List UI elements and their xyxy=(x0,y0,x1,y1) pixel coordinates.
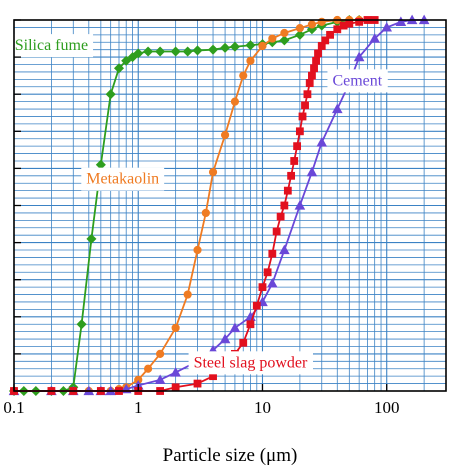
data-point xyxy=(298,112,307,121)
data-point xyxy=(294,200,306,210)
data-point xyxy=(276,212,285,221)
data-point xyxy=(263,268,272,277)
data-point xyxy=(353,51,365,62)
series-label-steel-slag-powder: Steel slag powder xyxy=(194,354,308,371)
series-label-group-metakaolin: Metakaolin xyxy=(81,167,165,191)
data-point xyxy=(369,33,380,43)
data-point xyxy=(268,249,277,258)
data-point xyxy=(105,89,116,100)
data-point xyxy=(316,137,328,147)
data-point xyxy=(272,227,281,236)
data-point xyxy=(201,208,210,218)
x-tick-label: 100 xyxy=(374,398,400,417)
data-point xyxy=(245,40,256,51)
data-point xyxy=(193,245,202,255)
data-point xyxy=(306,166,318,177)
data-point xyxy=(314,49,322,58)
x-tick-label: 1 xyxy=(134,398,143,417)
series-label-bg xyxy=(81,167,165,191)
data-point xyxy=(155,46,166,57)
data-point xyxy=(154,374,166,385)
data-point xyxy=(280,201,289,210)
data-point xyxy=(295,127,304,136)
data-point xyxy=(283,186,292,195)
data-point xyxy=(170,46,181,57)
data-point xyxy=(229,41,240,52)
data-point xyxy=(268,34,277,43)
data-point xyxy=(121,55,132,66)
data-point xyxy=(326,30,334,39)
series-label-bg xyxy=(188,351,313,375)
series-silica-fume xyxy=(8,14,365,397)
data-point xyxy=(86,233,97,244)
data-point xyxy=(312,56,320,65)
data-point xyxy=(208,168,218,177)
data-point xyxy=(307,20,317,29)
data-point xyxy=(305,79,314,87)
data-point xyxy=(182,46,193,57)
data-point xyxy=(308,71,316,80)
series-label-group-steel-slag-powder: Steel slag powder xyxy=(188,351,313,375)
data-point xyxy=(303,90,312,99)
series-label-metakaolin: Metakaolin xyxy=(86,171,159,188)
data-point xyxy=(294,29,305,40)
data-point xyxy=(293,142,302,151)
series-label-bg xyxy=(9,34,94,58)
data-point xyxy=(171,323,180,333)
data-point xyxy=(252,301,261,310)
data-point xyxy=(143,364,153,373)
data-point xyxy=(183,290,192,299)
data-point xyxy=(295,24,304,33)
series-label-bg xyxy=(327,69,388,93)
data-point xyxy=(239,71,248,80)
data-point xyxy=(381,22,393,32)
data-point xyxy=(279,35,290,46)
data-point xyxy=(287,171,296,180)
data-point xyxy=(239,338,248,347)
series-label-group-silica-fume: Silica fume xyxy=(9,34,94,58)
x-tick-label: 10 xyxy=(254,398,271,417)
data-point xyxy=(317,17,326,26)
data-point xyxy=(192,45,203,56)
axis-ticks: 0.1 1 10 100 xyxy=(3,19,400,417)
series-label-silica-fume: Silica fume xyxy=(15,37,88,54)
data-point xyxy=(220,42,231,53)
data-point xyxy=(258,283,267,292)
x-tick-label: 0.1 xyxy=(3,398,24,417)
data-point xyxy=(331,103,343,114)
data-point xyxy=(258,41,267,51)
data-point xyxy=(301,101,309,110)
series-label-cement: Cement xyxy=(332,72,382,89)
data-point xyxy=(113,63,125,74)
series-label-group-cement: Cement xyxy=(327,69,388,93)
data-point xyxy=(310,64,318,73)
data-point xyxy=(246,320,255,329)
data-point xyxy=(290,157,299,165)
data-point xyxy=(267,277,278,288)
data-point xyxy=(345,19,354,28)
x-axis-title: Particle size (μm) xyxy=(163,445,298,466)
series-group: Silica fume Metakaolin Cement Steel slag po… xyxy=(8,14,430,397)
data-point xyxy=(208,44,219,55)
data-point xyxy=(355,17,364,26)
data-point xyxy=(220,130,230,140)
data-point xyxy=(76,319,87,330)
data-point xyxy=(219,333,231,344)
data-point xyxy=(321,36,330,45)
data-point xyxy=(229,322,241,333)
data-point xyxy=(143,46,154,57)
data-point xyxy=(395,16,407,26)
data-point xyxy=(280,28,289,38)
data-point xyxy=(156,349,165,359)
data-point xyxy=(246,56,255,65)
data-point xyxy=(133,48,144,59)
data-point xyxy=(171,383,180,392)
data-point xyxy=(170,367,181,377)
data-point xyxy=(193,379,202,388)
data-point xyxy=(279,244,290,255)
data-point xyxy=(230,97,240,106)
